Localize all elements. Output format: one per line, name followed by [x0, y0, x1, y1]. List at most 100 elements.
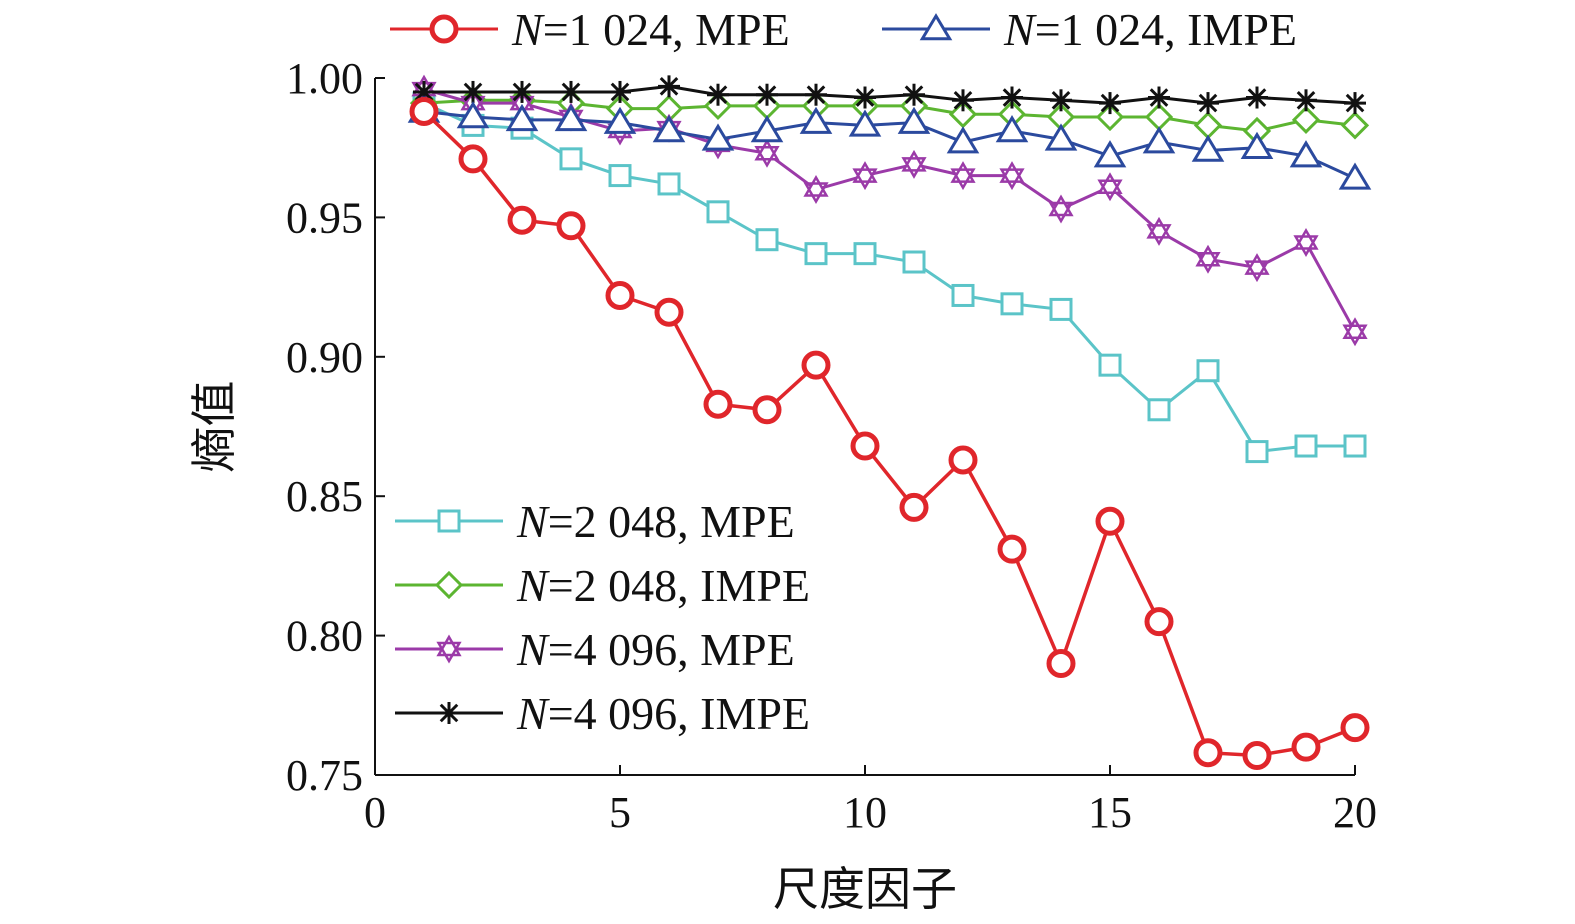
- data-point: [609, 80, 631, 103]
- data-point: [1148, 86, 1170, 109]
- data-point: [850, 431, 880, 461]
- data-point: [948, 445, 978, 475]
- data-point: [997, 534, 1027, 564]
- asterisk-stroke: [1247, 88, 1267, 107]
- legend-label-italic: N: [516, 560, 550, 611]
- asterisk-stroke: [757, 85, 777, 105]
- y-tick-label: 0.75: [286, 751, 363, 800]
- legend-label-rest: =1 024, MPE: [543, 4, 790, 55]
- data-point: [701, 123, 735, 151]
- y-axis-title: 熵值: [187, 381, 241, 473]
- data-point: [438, 702, 460, 724]
- legend-label: N=2 048, MPE: [516, 496, 795, 547]
- data-point: [1095, 506, 1125, 536]
- data-point: [511, 80, 533, 103]
- asterisk-stroke: [708, 85, 728, 105]
- legend-item-4: N=2 048, IMPE: [395, 560, 810, 611]
- legend-label-italic: N: [1003, 4, 1037, 55]
- data-point: [903, 83, 925, 106]
- data-point: [1344, 92, 1366, 115]
- data-point: [756, 83, 778, 106]
- hexagram-part: [1048, 201, 1074, 224]
- data-point: [854, 86, 876, 109]
- series-1: [409, 96, 1370, 770]
- y-tick-label: 0.80: [286, 612, 363, 661]
- x-tick-label: 15: [1088, 788, 1132, 837]
- data-point: [434, 570, 464, 600]
- y-tick-label: 0.85: [286, 472, 363, 521]
- y-tick-label: 0.95: [286, 193, 363, 242]
- data-point: [1246, 86, 1268, 109]
- legend-label-rest: =2 048, MPE: [548, 496, 795, 547]
- data-point: [1197, 92, 1219, 115]
- data-point: [750, 115, 784, 143]
- data-point: [1291, 732, 1321, 762]
- data-point: [1291, 105, 1321, 134]
- data-point: [1244, 253, 1270, 283]
- data-point: [950, 161, 976, 191]
- asterisk-stroke: [463, 82, 483, 102]
- asterisk-stroke: [512, 82, 532, 102]
- data-point: [1295, 89, 1317, 112]
- data-point: [1338, 162, 1372, 190]
- legend-label: N=4 096, MPE: [516, 624, 795, 675]
- asterisk-stroke: [806, 85, 826, 105]
- x-tick-label: 5: [609, 788, 631, 837]
- asterisk-stroke: [1345, 93, 1365, 113]
- data-point: [901, 149, 927, 179]
- series-layer: [407, 74, 1372, 770]
- data-point: [1049, 297, 1073, 321]
- data-point: [951, 283, 975, 307]
- data-point: [1144, 607, 1174, 637]
- data-point: [654, 297, 684, 327]
- data-point: [462, 80, 484, 103]
- hexagram-part: [1146, 224, 1172, 246]
- data-point: [437, 509, 461, 533]
- legend-item-5: N=4 096, MPE: [395, 624, 795, 675]
- asterisk-stroke: [953, 90, 973, 110]
- hexagram-part: [803, 182, 829, 205]
- data-point: [1289, 140, 1323, 168]
- data-point: [1000, 292, 1024, 316]
- legend-label-italic: N: [516, 496, 550, 547]
- asterisk-stroke: [1002, 88, 1022, 107]
- data-point: [1293, 228, 1319, 257]
- legend-label-rest: =4 096, MPE: [548, 624, 795, 675]
- data-point: [1098, 353, 1122, 377]
- data-point: [1050, 89, 1072, 112]
- asterisk-stroke: [904, 85, 924, 105]
- data-point: [999, 161, 1025, 191]
- legend-label-italic: N: [516, 624, 550, 675]
- data-point: [805, 83, 827, 106]
- legend-item-3: N=2 048, MPE: [395, 496, 795, 547]
- data-point: [605, 280, 635, 310]
- data-point: [1193, 111, 1223, 140]
- asterisk-stroke: [561, 82, 581, 102]
- series-6: [413, 75, 1366, 115]
- hexagram-part: [950, 168, 976, 191]
- data-point: [657, 172, 681, 196]
- asterisk-stroke: [1100, 93, 1120, 113]
- data-point: [1144, 102, 1174, 132]
- data-point: [1196, 359, 1220, 383]
- data-point: [897, 106, 931, 134]
- legend-label: N=1 024, MPE: [511, 4, 790, 55]
- data-point: [1097, 172, 1123, 202]
- data-point: [1342, 317, 1368, 347]
- data-point: [1044, 123, 1078, 151]
- data-point: [429, 14, 459, 44]
- data-point: [853, 242, 877, 266]
- data-point: [1191, 134, 1225, 162]
- data-point: [703, 389, 733, 419]
- data-point: [458, 144, 488, 174]
- asterisk-stroke: [610, 82, 630, 102]
- data-point: [852, 161, 878, 191]
- legend-item-2: N=1 024, IMPE: [882, 4, 1297, 55]
- data-point: [752, 395, 782, 425]
- data-point: [507, 205, 537, 235]
- data-point: [505, 103, 539, 132]
- data-point: [559, 147, 583, 171]
- data-point: [1142, 126, 1176, 154]
